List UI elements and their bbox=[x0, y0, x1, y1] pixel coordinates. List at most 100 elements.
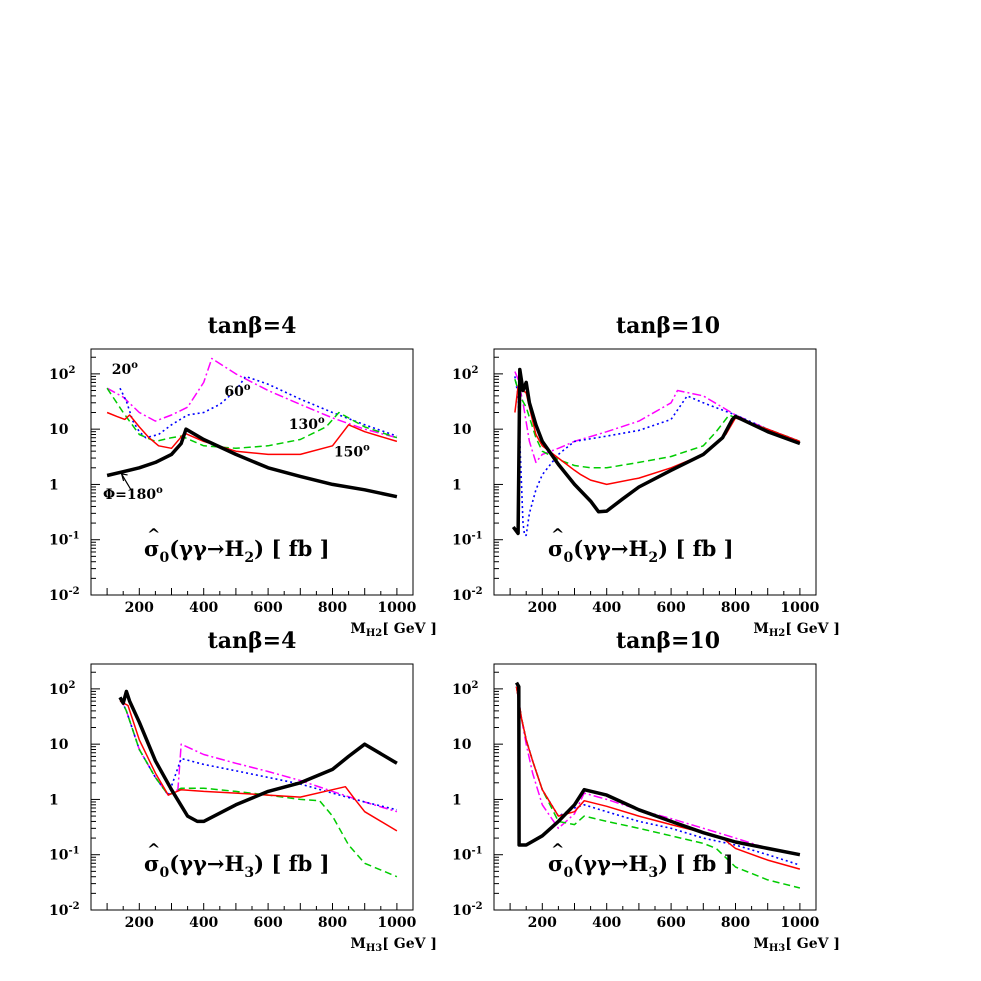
x-tick-label: 200 bbox=[528, 915, 557, 931]
cross-section-argsub: 2 bbox=[648, 550, 658, 566]
x-tick-label: 400 bbox=[592, 600, 621, 616]
x-tick-label: 800 bbox=[318, 915, 347, 931]
x-tick-label: 400 bbox=[189, 600, 218, 616]
cross-section-rest: ) [ fb ] bbox=[658, 536, 733, 561]
y-tick-mantissa: 10 bbox=[49, 682, 69, 698]
series-line-phi-60 bbox=[514, 376, 801, 537]
x-tick-label: 600 bbox=[656, 915, 685, 931]
series-line-phi-150 bbox=[514, 385, 801, 486]
x-tick-label: 200 bbox=[528, 600, 557, 616]
y-tick-mantissa: 10 bbox=[49, 848, 69, 864]
y-tick-label: 10-2 bbox=[452, 586, 483, 604]
phase-annotation: 20o bbox=[112, 360, 138, 378]
y-tick-mantissa: 10 bbox=[49, 903, 69, 919]
sigma-hat: ^ bbox=[551, 840, 564, 859]
series-line-phi-150 bbox=[515, 686, 801, 870]
y-tick-mantissa: 10 bbox=[452, 588, 472, 604]
x-axis-label-main: M bbox=[753, 621, 769, 637]
phase-annotation-degree: o bbox=[244, 382, 251, 393]
y-tick-label: 10 bbox=[452, 422, 472, 438]
y-tick-mantissa: 10 bbox=[49, 737, 69, 753]
series-group bbox=[118, 689, 398, 878]
cross-section-rest: ) [ fb ] bbox=[658, 851, 733, 876]
x-tick-label: 600 bbox=[656, 600, 685, 616]
cross-section-arg: (γγ→H bbox=[573, 536, 648, 561]
y-tick-label: 10 bbox=[452, 737, 472, 753]
series-line-phi-20 bbox=[515, 686, 801, 856]
series-group bbox=[514, 681, 801, 889]
cross-section-label: σ0(γγ→H3) [ fb ] bbox=[548, 851, 734, 881]
x-tick-label: 1000 bbox=[377, 915, 416, 931]
x-axis-label-sub: H2 bbox=[366, 628, 382, 639]
y-tick-label: 102 bbox=[452, 365, 478, 383]
cross-section-argsub: 3 bbox=[244, 865, 254, 881]
x-tick-label: 1000 bbox=[377, 600, 416, 616]
series-line-phi-180 bbox=[514, 681, 801, 857]
cross-section-label: σ0(γγ→H2) [ fb ] bbox=[144, 536, 330, 566]
y-tick-label: 10-1 bbox=[452, 531, 483, 549]
phase-annotation-value: Φ=180 bbox=[103, 487, 156, 503]
y-tick-mantissa: 1 bbox=[452, 477, 462, 493]
y-tick-exponent: 2 bbox=[471, 365, 478, 376]
y-tick-label: 1 bbox=[49, 477, 59, 493]
x-tick-label: 800 bbox=[721, 600, 750, 616]
y-tick-mantissa: 10 bbox=[49, 422, 69, 438]
series-line-phi-60 bbox=[515, 686, 801, 866]
y-tick-label: 1 bbox=[49, 792, 59, 808]
y-tick-mantissa: 10 bbox=[49, 367, 69, 383]
phase-annotation: Φ=180o bbox=[103, 485, 163, 503]
y-tick-exponent: -1 bbox=[471, 846, 482, 857]
annotation-arrow bbox=[121, 473, 134, 494]
y-tick-mantissa: 10 bbox=[49, 588, 69, 604]
series-group bbox=[511, 367, 801, 537]
y-tick-mantissa: 1 bbox=[49, 792, 59, 808]
phase-annotation-value: 60 bbox=[224, 384, 244, 400]
y-tick-exponent: -1 bbox=[68, 846, 79, 857]
y-tick-label: 10-2 bbox=[49, 586, 80, 604]
annotation-arrowhead bbox=[120, 473, 128, 482]
y-tick-exponent: -2 bbox=[471, 586, 482, 597]
phase-annotation-value: 150 bbox=[334, 445, 363, 461]
y-tick-label: 102 bbox=[49, 680, 75, 698]
series-line-phi-130 bbox=[119, 697, 398, 878]
cross-section-rest: ) [ fb ] bbox=[254, 536, 329, 561]
series-line-phi-20 bbox=[119, 697, 398, 813]
y-tick-label: 1 bbox=[452, 792, 462, 808]
y-tick-label: 10 bbox=[49, 422, 69, 438]
x-axis-label-unit: [ GeV ] bbox=[382, 936, 437, 952]
phase-annotation-degree: o bbox=[318, 415, 325, 426]
y-tick-label: 1 bbox=[452, 477, 462, 493]
x-axis-label: MH3[ GeV ] bbox=[753, 936, 840, 954]
sigma-hat: ^ bbox=[147, 840, 160, 859]
y-tick-exponent: -2 bbox=[68, 901, 79, 912]
y-tick-label: 10-1 bbox=[49, 531, 80, 549]
y-tick-mantissa: 10 bbox=[452, 422, 472, 438]
y-tick-exponent: 2 bbox=[68, 680, 75, 691]
x-axis-label: MH2[ GeV ] bbox=[753, 621, 840, 639]
y-tick-mantissa: 10 bbox=[49, 533, 69, 549]
series-line-phi-20 bbox=[106, 357, 398, 439]
x-axis-label-sub: H3 bbox=[366, 943, 382, 954]
sigma-hat: ^ bbox=[551, 525, 564, 544]
x-tick-label: 1000 bbox=[780, 915, 819, 931]
cross-section-rest: ) [ fb ] bbox=[254, 851, 329, 876]
series-line-phi-130 bbox=[514, 378, 801, 469]
x-axis-label-main: M bbox=[350, 621, 366, 637]
x-axis-label: MH3[ GeV ] bbox=[350, 936, 437, 954]
series-line-phi-180 bbox=[511, 367, 801, 536]
panel-title: tanβ=4 bbox=[208, 313, 297, 339]
y-tick-exponent: 2 bbox=[68, 365, 75, 376]
phase-annotation-degree: o bbox=[131, 360, 138, 371]
y-tick-exponent: -2 bbox=[68, 586, 79, 597]
panel-title: tanβ=4 bbox=[208, 628, 297, 654]
y-tick-label: 102 bbox=[49, 365, 75, 383]
y-tick-mantissa: 10 bbox=[452, 533, 472, 549]
x-tick-label: 600 bbox=[253, 600, 282, 616]
x-axis-label: MH2[ GeV ] bbox=[350, 621, 437, 639]
phase-annotation-value: 20 bbox=[112, 362, 132, 378]
